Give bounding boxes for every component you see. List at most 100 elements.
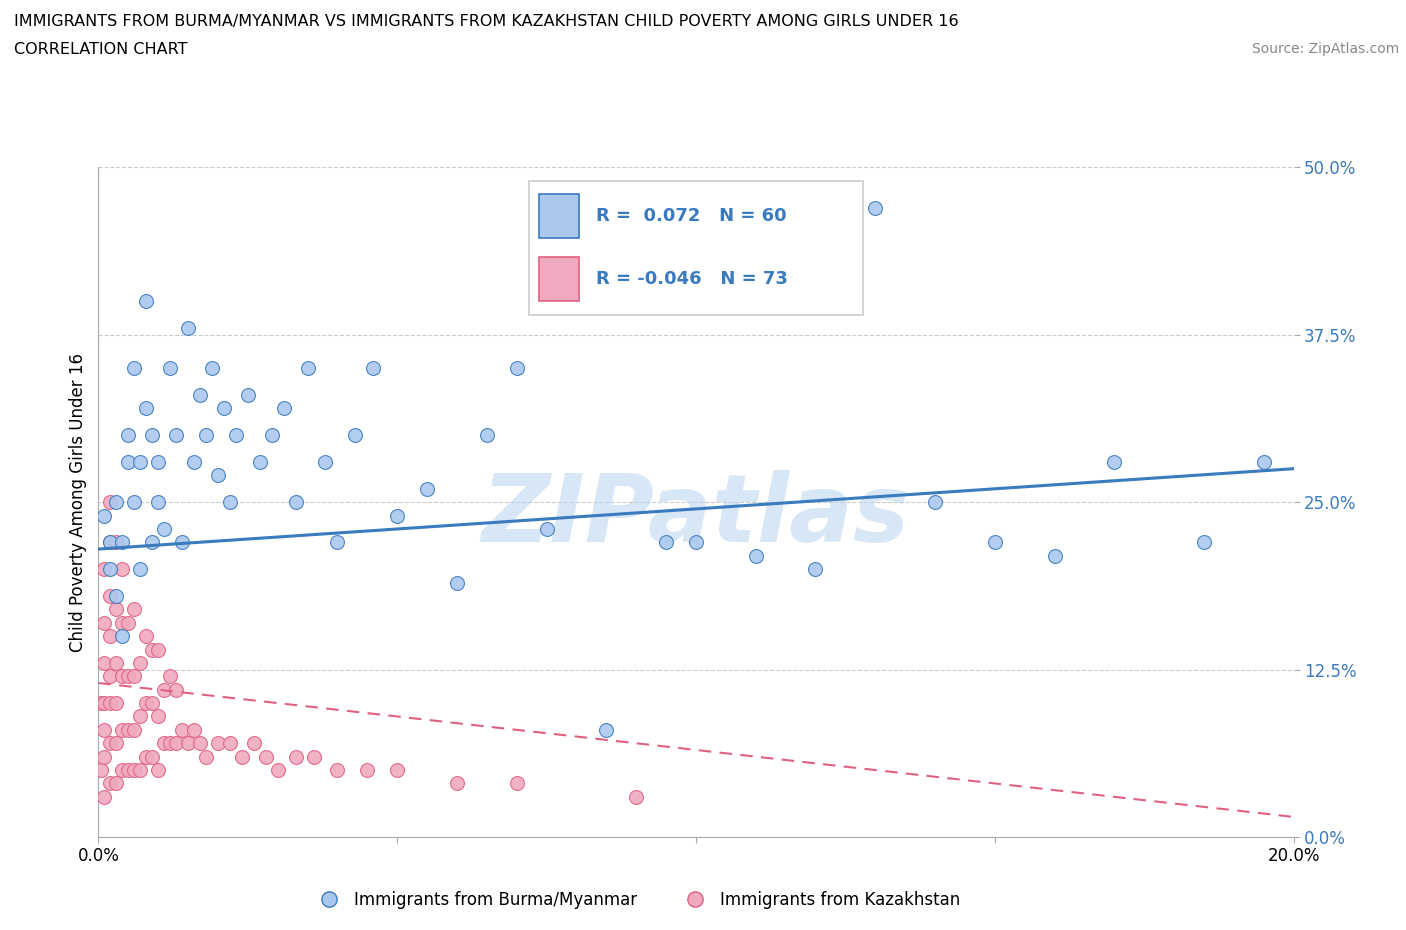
Point	[111, 669, 134, 684]
Text: CORRELATION CHART: CORRELATION CHART	[14, 42, 187, 57]
Point	[159, 669, 181, 684]
Point	[506, 361, 529, 376]
Point	[98, 629, 122, 644]
Point	[105, 589, 128, 604]
Point	[172, 723, 194, 737]
Point	[183, 723, 205, 737]
Point	[315, 455, 337, 470]
Point	[148, 495, 170, 510]
Point	[188, 736, 211, 751]
Point	[159, 361, 181, 376]
Point	[124, 602, 146, 617]
Point	[148, 455, 170, 470]
Point	[385, 763, 409, 777]
Point	[90, 763, 112, 777]
Text: ZIPatlas: ZIPatlas	[482, 470, 910, 562]
Point	[111, 723, 134, 737]
Point	[98, 669, 122, 684]
Point	[165, 736, 187, 751]
Point	[93, 723, 115, 737]
Point	[111, 763, 134, 777]
Point	[153, 683, 176, 698]
Point	[93, 750, 115, 764]
Point	[165, 428, 187, 443]
Point	[93, 696, 115, 711]
Point	[111, 535, 134, 550]
Point	[284, 495, 307, 510]
Point	[188, 388, 211, 403]
Point	[194, 428, 218, 443]
Point	[98, 736, 122, 751]
Point	[865, 200, 887, 215]
Point	[124, 361, 146, 376]
Point	[117, 763, 139, 777]
Point	[93, 656, 115, 671]
Point	[446, 776, 468, 790]
Point	[111, 562, 134, 577]
Point	[1043, 549, 1066, 564]
Point	[141, 535, 163, 550]
Point	[98, 589, 122, 604]
Point	[326, 763, 349, 777]
Point	[141, 750, 163, 764]
Point	[117, 428, 139, 443]
Point	[595, 723, 617, 737]
Point	[124, 495, 146, 510]
Text: IMMIGRANTS FROM BURMA/MYANMAR VS IMMIGRANTS FROM KAZAKHSTAN CHILD POVERTY AMONG : IMMIGRANTS FROM BURMA/MYANMAR VS IMMIGRA…	[14, 14, 959, 29]
Point	[93, 790, 115, 804]
Point	[446, 575, 468, 590]
Point	[159, 736, 181, 751]
Point	[260, 428, 283, 443]
Point	[219, 736, 242, 751]
Point	[105, 602, 128, 617]
Point	[236, 388, 259, 403]
Point	[385, 508, 409, 523]
Point	[98, 535, 122, 550]
Point	[363, 361, 385, 376]
Point	[105, 535, 128, 550]
Point	[124, 763, 146, 777]
Point	[111, 616, 134, 631]
Point	[124, 723, 146, 737]
Point	[243, 736, 266, 751]
Point	[207, 736, 229, 751]
Point	[249, 455, 271, 470]
Point	[177, 321, 200, 336]
Point	[129, 763, 152, 777]
Point	[135, 629, 157, 644]
Point	[98, 562, 122, 577]
Point	[98, 495, 122, 510]
Point	[129, 455, 152, 470]
Point	[124, 669, 146, 684]
Point	[207, 468, 229, 483]
Point	[141, 642, 163, 657]
Point	[93, 562, 115, 577]
Point	[117, 669, 139, 684]
Point	[105, 776, 128, 790]
Point	[148, 709, 170, 724]
Point	[148, 763, 170, 777]
Point	[284, 750, 307, 764]
Point	[141, 696, 163, 711]
Point	[219, 495, 242, 510]
Point	[93, 508, 115, 523]
Point	[231, 750, 253, 764]
Point	[212, 401, 235, 416]
Point	[685, 535, 707, 550]
Text: Source: ZipAtlas.com: Source: ZipAtlas.com	[1251, 42, 1399, 56]
Point	[273, 401, 295, 416]
Point	[225, 428, 247, 443]
Point	[172, 535, 194, 550]
Point	[297, 361, 319, 376]
Point	[105, 656, 128, 671]
Point	[105, 736, 128, 751]
Point	[135, 750, 157, 764]
Point	[135, 696, 157, 711]
Point	[924, 495, 946, 510]
Point	[111, 629, 134, 644]
Point	[129, 709, 152, 724]
Point	[655, 535, 678, 550]
Point	[153, 522, 176, 537]
Point	[90, 696, 112, 711]
Point	[326, 535, 349, 550]
